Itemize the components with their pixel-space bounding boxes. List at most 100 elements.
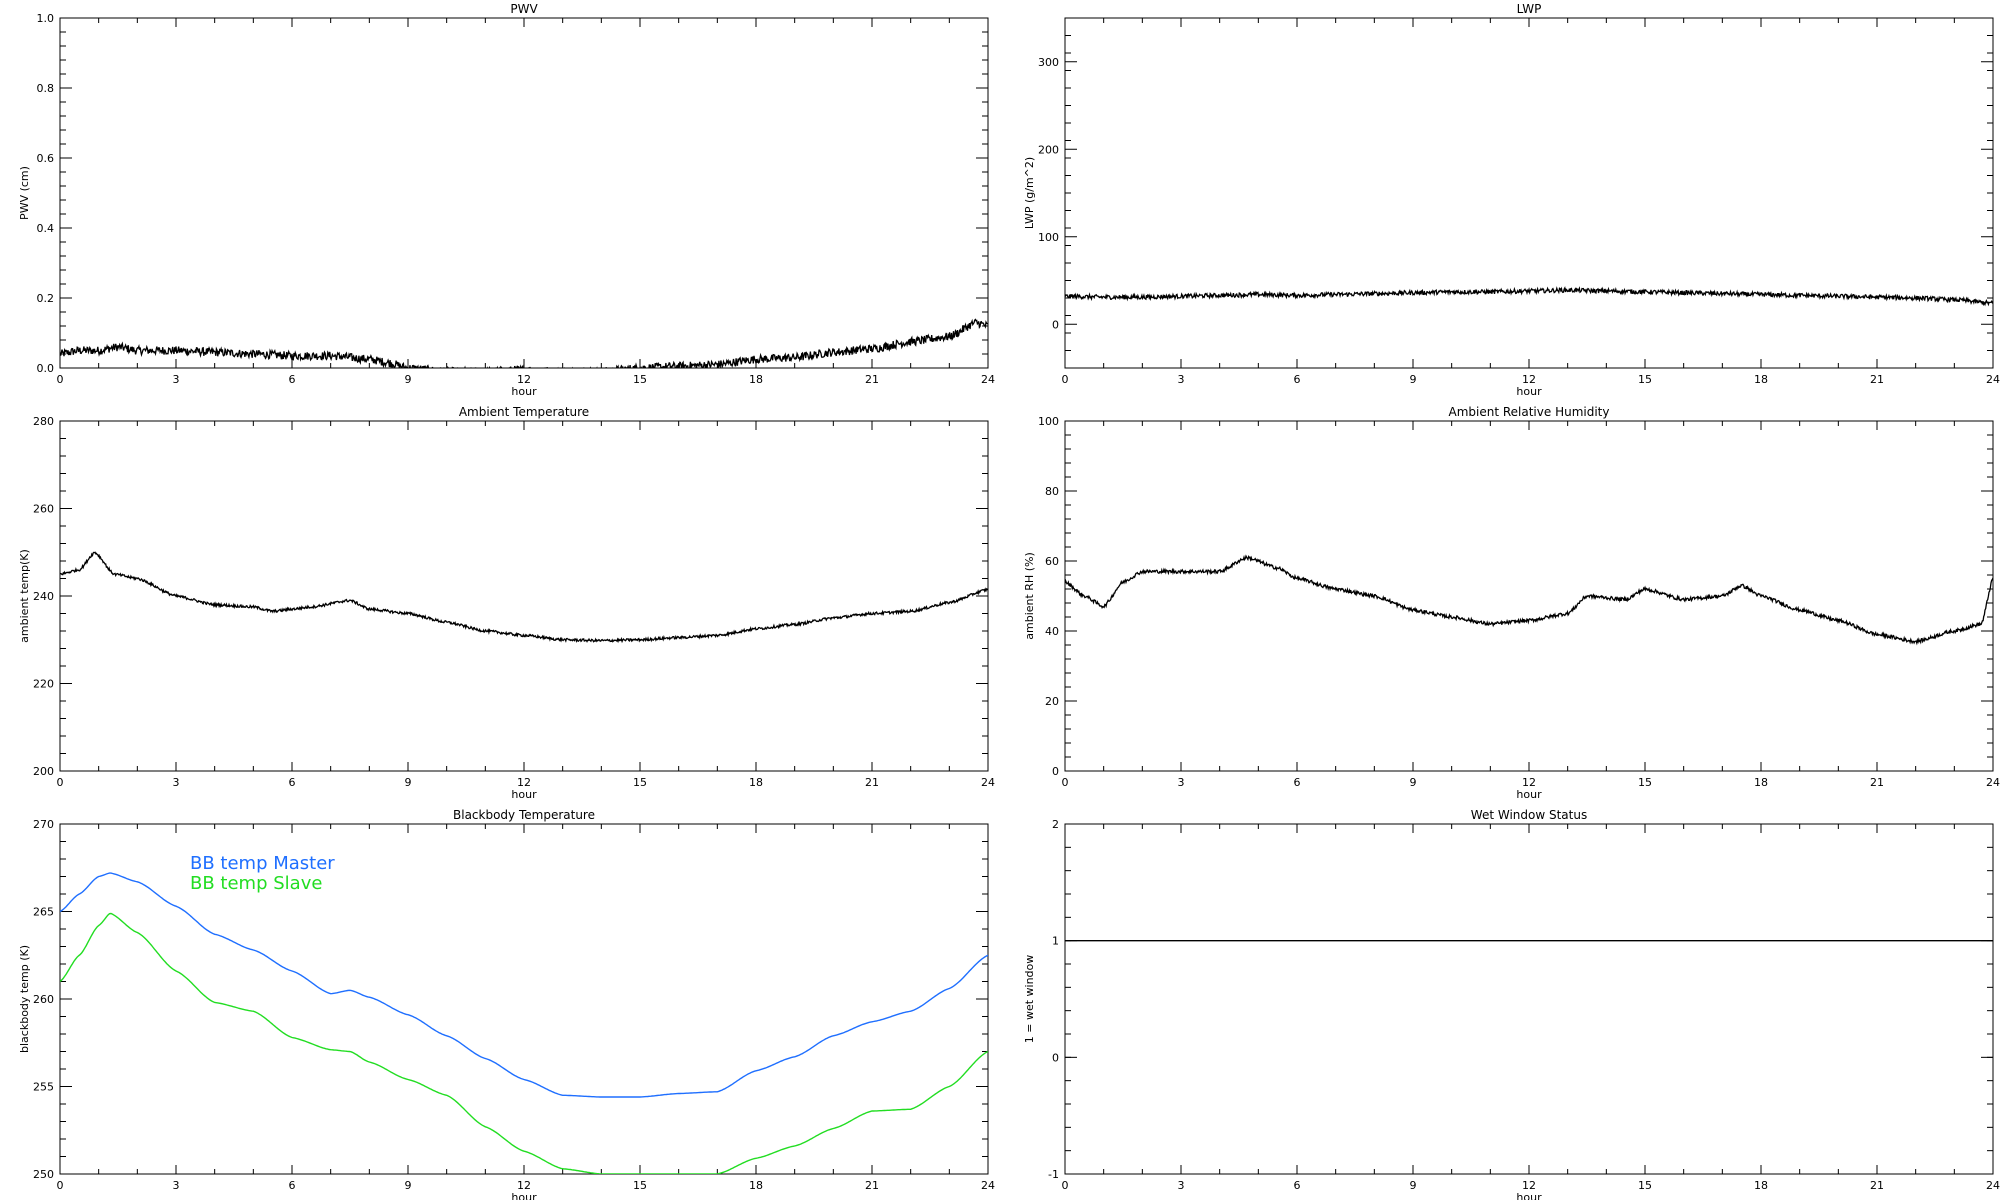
y-axis-label: PWV (cm) [18, 166, 31, 220]
x-tick-label: 6 [289, 373, 296, 386]
y-tick-label: 100 [1038, 415, 1059, 428]
plot-frame [59, 420, 989, 772]
y-tick-label: -1 [1048, 1168, 1059, 1181]
x-tick-label: 15 [633, 1179, 647, 1192]
x-tick-label: 21 [1870, 1179, 1884, 1192]
x-tick-label: 0 [1062, 776, 1069, 789]
x-tick-label: 6 [289, 1179, 296, 1192]
chart-ambient-temp: Ambient Temperature 0 3 6 9 12 15 18 21 24 hour 200… [18, 405, 995, 801]
y-tick-label: 40 [1045, 625, 1059, 638]
y-axis-label: blackbody temp (K) [18, 945, 31, 1053]
y-tick-label: 0 [1052, 1051, 1059, 1064]
chart-pwv: PWV 0 3 6 9 12 15 18 21 24 hour 0.0 0.2 0.4 0.6 0.8 1.0 P… [18, 2, 995, 398]
y-tick-label: 0 [1052, 765, 1059, 778]
x-tick-label: 3 [173, 1179, 180, 1192]
y-tick-label: 200 [1038, 143, 1059, 156]
chart-title: PWV [510, 2, 538, 16]
x-tick-label: 9 [405, 1179, 412, 1192]
x-tick-label: 9 [1410, 1179, 1417, 1192]
plot-frame [1064, 420, 1994, 772]
x-tick-label: 18 [1754, 373, 1768, 386]
chart-title: LWP [1517, 2, 1542, 16]
y-tick-label: 2 [1052, 818, 1059, 831]
y-tick-label: 270 [33, 818, 54, 831]
x-tick-label: 3 [1178, 1179, 1185, 1192]
y-tick-label: 60 [1045, 555, 1059, 568]
y-tick-label: 1.0 [37, 12, 55, 25]
y-tick-label: 265 [33, 906, 54, 919]
series-line-0 [1065, 286, 1993, 307]
series-line-0 [60, 872, 988, 1098]
y-tick-label: 260 [33, 503, 54, 516]
x-tick-label: 9 [1410, 776, 1417, 789]
legend-entry: BB temp Slave [190, 873, 322, 894]
x-tick-label: 0 [1062, 373, 1069, 386]
x-tick-label: 24 [981, 1179, 995, 1192]
x-axis-label: hour [1516, 385, 1542, 398]
y-tick-label: 0.2 [37, 292, 55, 305]
y-tick-label: 0.8 [37, 82, 55, 95]
x-tick-label: 3 [1178, 373, 1185, 386]
x-axis-label: hour [511, 1191, 537, 1200]
x-tick-label: 3 [173, 776, 180, 789]
x-tick-label: 12 [1522, 1179, 1536, 1192]
x-tick-label: 15 [633, 776, 647, 789]
x-tick-label: 6 [1294, 776, 1301, 789]
x-tick-label: 6 [289, 776, 296, 789]
x-tick-label: 24 [981, 776, 995, 789]
x-tick-label: 24 [1986, 1179, 2000, 1192]
x-tick-label: 21 [865, 1179, 879, 1192]
y-tick-label: 100 [1038, 231, 1059, 244]
x-tick-label: 18 [749, 776, 763, 789]
x-tick-label: 9 [1410, 373, 1417, 386]
y-tick-label: 280 [33, 415, 54, 428]
x-tick-label: 24 [1986, 373, 2000, 386]
x-tick-label: 21 [1870, 776, 1884, 789]
chart-title: Ambient Relative Humidity [1449, 405, 1610, 419]
y-tick-label: 200 [33, 765, 54, 778]
x-tick-label: 0 [1062, 1179, 1069, 1192]
x-tick-label: 12 [1522, 776, 1536, 789]
y-axis-label: 1 = wet window [1023, 955, 1036, 1044]
x-tick-label: 12 [1522, 373, 1536, 386]
x-tick-label: 12 [517, 776, 531, 789]
x-axis-label: hour [1516, 788, 1542, 801]
x-tick-label: 15 [1638, 373, 1652, 386]
x-axis-label: hour [511, 385, 537, 398]
chart-title: Blackbody Temperature [453, 808, 595, 822]
plot-frame [59, 17, 989, 369]
y-axis-label: ambient RH (%) [1023, 552, 1036, 640]
x-tick-label: 24 [1986, 776, 2000, 789]
y-tick-label: 20 [1045, 695, 1059, 708]
y-axis-label: ambient temp(K) [18, 549, 31, 643]
series-line-0 [60, 551, 988, 644]
x-tick-label: 3 [1178, 776, 1185, 789]
y-axis-label: LWP (g/m^2) [1023, 157, 1036, 229]
x-tick-label: 15 [1638, 1179, 1652, 1192]
series-line-0 [60, 318, 988, 368]
x-tick-label: 0 [57, 373, 64, 386]
y-tick-label: 1 [1052, 935, 1059, 948]
chart-lwp: LWP 0 3 6 9 12 15 18 21 24 hour 0 100 200 300 LWP (g/m^… [1023, 2, 2000, 398]
x-tick-label: 21 [865, 776, 879, 789]
x-tick-label: 6 [1294, 1179, 1301, 1192]
x-tick-label: 18 [1754, 1179, 1768, 1192]
x-axis-label: hour [511, 788, 537, 801]
chart-blackbody-temp: Blackbody Temperature 0 3 6 9 12 15 18 21 24 hour 2… [18, 808, 995, 1200]
y-tick-label: 300 [1038, 56, 1059, 69]
series-line-0 [1065, 554, 1993, 646]
plot-frame [1064, 17, 1994, 369]
chart-title: Wet Window Status [1471, 808, 1587, 822]
y-tick-label: 0.0 [37, 362, 55, 375]
x-tick-label: 21 [865, 373, 879, 386]
x-tick-label: 18 [749, 373, 763, 386]
y-tick-label: 255 [33, 1081, 54, 1094]
x-tick-label: 3 [173, 373, 180, 386]
chart-ambient-rh: Ambient Relative Humidity 0 3 6 9 12 15 18 21 24 h… [1023, 405, 2000, 801]
x-tick-label: 6 [1294, 373, 1301, 386]
x-tick-label: 0 [57, 1179, 64, 1192]
x-tick-label: 18 [1754, 776, 1768, 789]
plot-frame [1064, 823, 1994, 1175]
y-tick-label: 260 [33, 993, 54, 1006]
